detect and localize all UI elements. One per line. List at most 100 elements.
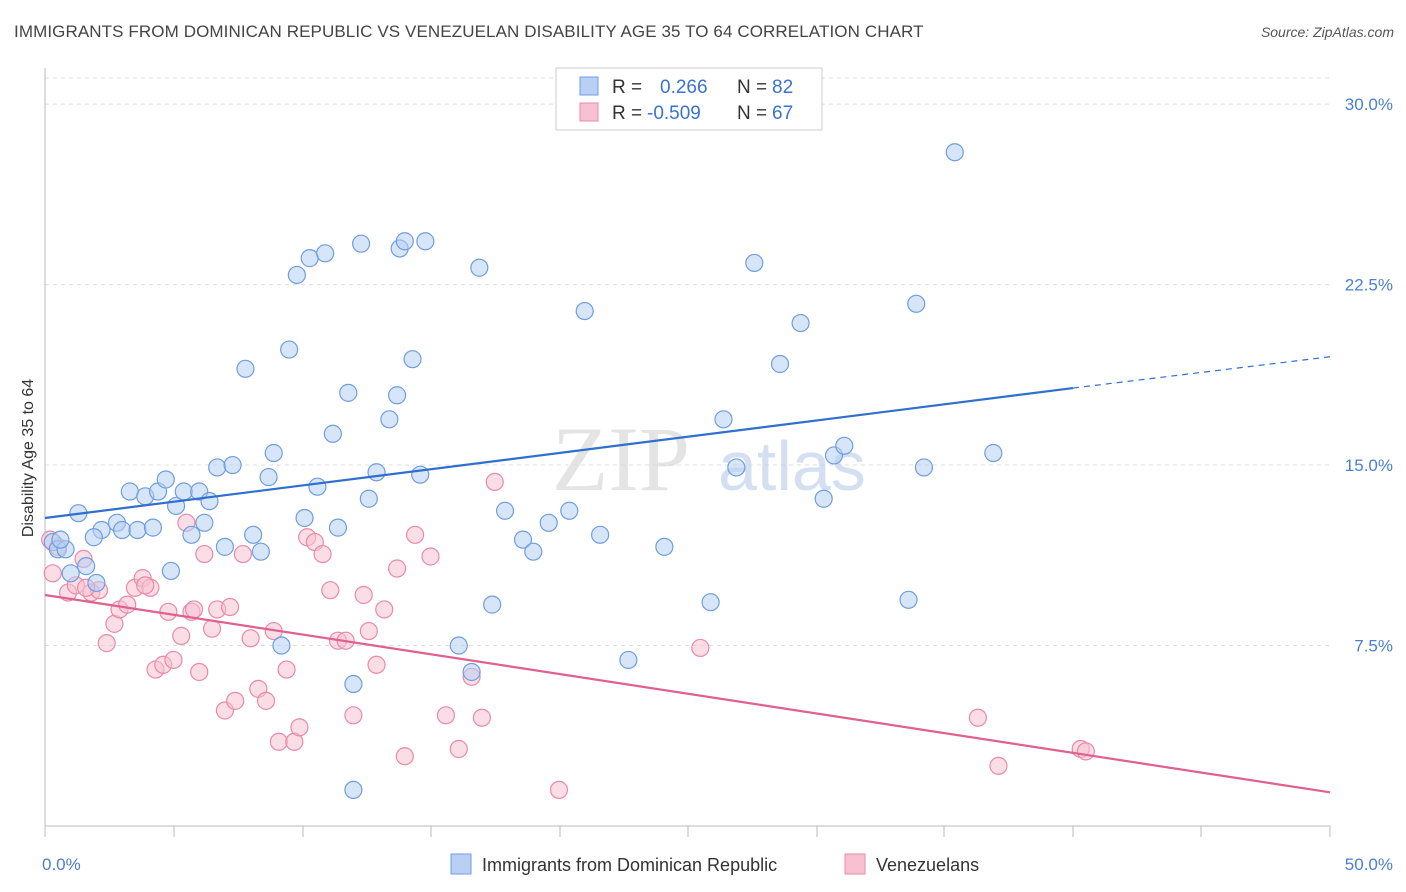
venezuelans-point-65 bbox=[136, 576, 155, 595]
dominican-point-57 bbox=[495, 501, 515, 520]
trend-lines bbox=[44, 356, 1331, 794]
dominican-point-42 bbox=[344, 674, 363, 694]
legend-n-label-2: N = bbox=[737, 103, 767, 124]
legend-swatch-blue bbox=[579, 76, 599, 96]
venezuelans-point-51 bbox=[421, 547, 440, 566]
dominican-point-29 bbox=[259, 467, 278, 487]
legend-swatch-pink bbox=[579, 102, 599, 122]
bottom-legend-label-pink: Venezuelans bbox=[876, 855, 979, 875]
dominican-point-69 bbox=[745, 253, 764, 273]
dominican-point-56 bbox=[483, 595, 502, 614]
legend-r-value-1: 0.266 bbox=[660, 77, 708, 98]
dominican-point-15 bbox=[156, 470, 175, 489]
dominican-point-74 bbox=[835, 436, 854, 455]
bottom-legend-swatch-blue bbox=[450, 853, 472, 875]
dominican-point-19 bbox=[182, 525, 201, 544]
dominican-point-26 bbox=[236, 359, 255, 378]
dominican-point-67 bbox=[714, 410, 733, 429]
venezuelans-point-17 bbox=[164, 650, 183, 670]
dominican-point-33 bbox=[287, 265, 306, 285]
legend-r-label-1: R = bbox=[612, 77, 642, 98]
venezuelans-point-50 bbox=[405, 525, 425, 544]
venezuelans-point-53 bbox=[449, 739, 468, 759]
dominican-point-6 bbox=[87, 573, 106, 593]
legend-n-label-1: N = bbox=[737, 77, 767, 98]
venezuelans-point-47 bbox=[375, 600, 394, 619]
legend-r-value-2: -0.509 bbox=[647, 103, 701, 124]
dominican-point-70 bbox=[770, 354, 790, 374]
venezuelans-point-27 bbox=[226, 691, 245, 710]
venezuelans-point-52 bbox=[436, 706, 456, 725]
venezuelans-point-44 bbox=[354, 585, 373, 605]
venezuelans-point-60 bbox=[989, 756, 1008, 775]
dominican-point-78 bbox=[945, 143, 964, 162]
venezuelans-point-28 bbox=[233, 544, 252, 564]
x-tick-label-1: 50.0% bbox=[1345, 855, 1393, 874]
dominican-point-41 bbox=[344, 780, 363, 800]
y-axis-title: Disability Age 35 to 64 bbox=[20, 379, 37, 537]
dominican-point-80 bbox=[51, 530, 70, 549]
dominican-point-76 bbox=[907, 294, 926, 313]
venezuelans-point-22 bbox=[195, 544, 214, 564]
dominican-point-46 bbox=[380, 410, 399, 429]
dominican-trend-line bbox=[44, 386, 1074, 520]
venezuelans-point-43 bbox=[344, 706, 363, 725]
venezuelans-point-49 bbox=[395, 747, 414, 766]
dominican-point-31 bbox=[272, 636, 291, 655]
dominican-point-30 bbox=[264, 443, 283, 463]
dominican-point-71 bbox=[791, 313, 810, 333]
legend-r-label-2: R = bbox=[612, 103, 642, 124]
venezuelans-point-16 bbox=[159, 602, 178, 621]
dominican-point-11 bbox=[128, 520, 147, 540]
dominican-point-61 bbox=[560, 501, 579, 520]
venezuelans-point-0 bbox=[43, 564, 62, 583]
dominican-point-63 bbox=[591, 525, 610, 544]
venezuelans-point-29 bbox=[241, 629, 260, 648]
dominican-point-59 bbox=[524, 542, 543, 561]
y-tick-label-1: 15.0% bbox=[1345, 456, 1393, 475]
dominican-point-13 bbox=[143, 518, 163, 537]
dominican-point-72 bbox=[814, 489, 833, 508]
dominican-point-21 bbox=[195, 513, 214, 532]
dominican-point-66 bbox=[701, 593, 720, 612]
source-label: Source: ZipAtlas.com bbox=[1260, 24, 1394, 40]
dominican-point-62 bbox=[575, 301, 594, 321]
dominican-point-28 bbox=[251, 542, 270, 561]
dominican-point-68 bbox=[727, 458, 746, 477]
venezuelans-point-33 bbox=[269, 732, 288, 751]
y-tick-labels: 7.5% 15.0% 22.5% 30.0% bbox=[1345, 95, 1393, 655]
dominican-point-79 bbox=[984, 443, 1003, 463]
dominican-point-37 bbox=[316, 244, 335, 263]
venezuelans-point-18 bbox=[172, 626, 191, 645]
venezuelans-point-66 bbox=[184, 600, 204, 619]
y-tick-label-2: 22.5% bbox=[1345, 276, 1393, 295]
dominican-point-55 bbox=[470, 258, 489, 277]
dominican-point-16 bbox=[161, 561, 181, 581]
dominican-point-27 bbox=[244, 525, 263, 544]
y-tick-label-0: 7.5% bbox=[1354, 637, 1393, 656]
dominican-point-45 bbox=[367, 463, 386, 482]
venezuelans-point-7 bbox=[97, 634, 116, 653]
x-tick-label-0: 0.0% bbox=[42, 855, 81, 874]
dominican-point-18 bbox=[174, 482, 193, 501]
x-tick-labels: 0.0% 50.0% bbox=[42, 855, 1393, 874]
dominican-point-43 bbox=[352, 234, 371, 253]
venezuelans-point-10 bbox=[118, 595, 137, 614]
venezuelans-point-62 bbox=[1076, 742, 1095, 761]
dominican-point-35 bbox=[300, 249, 319, 268]
dominican-point-39 bbox=[328, 518, 348, 537]
dominican-point-50 bbox=[403, 350, 422, 369]
dominican-point-65 bbox=[655, 537, 674, 556]
dominican-point-10 bbox=[120, 482, 139, 501]
venezuelans-point-56 bbox=[485, 472, 504, 491]
dominican-point-64 bbox=[619, 650, 638, 670]
venezuelans-point-40 bbox=[321, 581, 340, 600]
dominican-point-22 bbox=[200, 492, 219, 511]
venezuelans-point-21 bbox=[190, 662, 209, 682]
venezuelans-point-31 bbox=[256, 691, 276, 710]
dominican-point-77 bbox=[914, 458, 934, 477]
dominican-point-24 bbox=[215, 537, 234, 556]
venezuelans-point-48 bbox=[387, 559, 407, 578]
venezuelans-point-26 bbox=[220, 597, 240, 617]
